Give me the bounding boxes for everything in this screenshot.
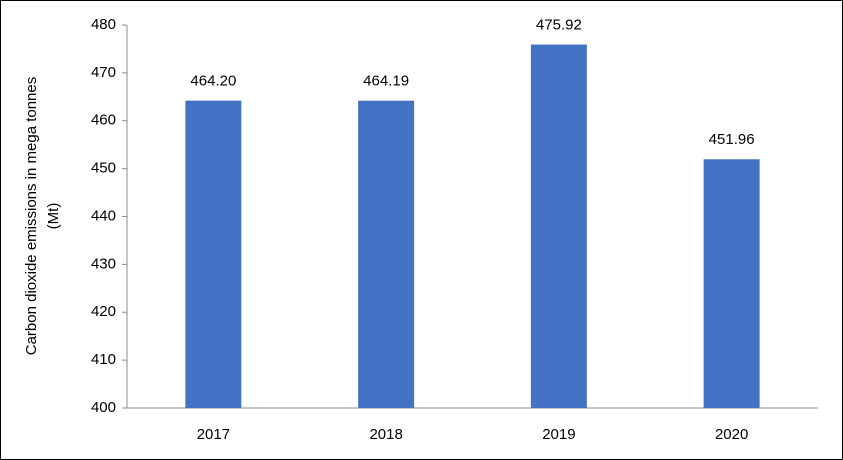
y-tick-label: 480: [91, 16, 116, 33]
y-tick-label: 460: [91, 112, 116, 129]
y-axis-label: (Mt): [45, 203, 62, 230]
x-tick-label: 2018: [369, 426, 402, 443]
value-label: 464.20: [190, 73, 236, 90]
bar: [530, 44, 587, 409]
y-tick-label: 420: [91, 303, 116, 320]
x-tick-label: 2020: [715, 426, 748, 443]
y-axis-label: Carbon dioxide emissions in mega tonnes: [23, 77, 40, 356]
y-tick-label: 430: [91, 255, 116, 272]
bar: [185, 100, 242, 408]
x-tick-label: 2017: [197, 426, 230, 443]
y-tick-label: 410: [91, 351, 116, 368]
value-label: 475.92: [536, 17, 582, 34]
value-label: 464.19: [363, 73, 409, 90]
x-tick-label: 2019: [542, 426, 575, 443]
bar: [358, 100, 415, 409]
value-label: 451.96: [709, 131, 755, 148]
bar: [703, 159, 760, 408]
y-tick-label: 450: [91, 160, 116, 177]
y-tick-label: 440: [91, 207, 116, 224]
y-tick-label: 470: [91, 64, 116, 81]
y-tick-label: 400: [91, 399, 116, 416]
